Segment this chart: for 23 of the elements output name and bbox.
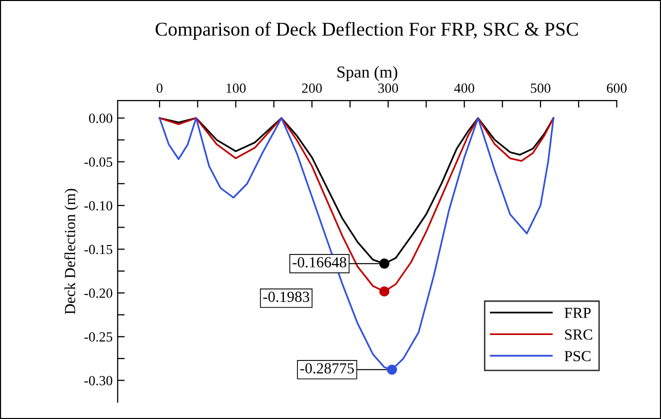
x-tick-label: 400 bbox=[454, 84, 474, 93]
x-tick-label: 200 bbox=[302, 84, 322, 93]
y-tick-label: 0.00 bbox=[89, 114, 112, 124]
y-tick-label: -0.15 bbox=[84, 244, 112, 254]
annotation: -0.16648 bbox=[292, 257, 346, 268]
x-tick-label: 300 bbox=[378, 84, 398, 93]
x-tick-label: 500 bbox=[530, 84, 550, 93]
chart-title: Comparison of Deck Deflection For FRP, SRC & PSC bbox=[156, 22, 578, 40]
y-tick-label: -0.30 bbox=[84, 376, 112, 386]
legend-label: SRC bbox=[565, 329, 592, 340]
x-tick-label: 0 bbox=[156, 84, 163, 93]
y-tick-label: -0.25 bbox=[84, 332, 112, 342]
x-axis-title: Span (m) bbox=[338, 66, 398, 82]
legend-label: FRP bbox=[564, 308, 591, 318]
legend-label: PSC bbox=[564, 350, 590, 362]
x-tick-label: 600 bbox=[606, 84, 627, 93]
y-tick-label: -0.20 bbox=[84, 288, 112, 298]
x-tick-label: 100 bbox=[226, 84, 246, 93]
y-tick-label: -0.10 bbox=[84, 201, 112, 211]
annotation: -0.28775 bbox=[300, 363, 354, 374]
y-axis-title: Deck Deflection (m) bbox=[64, 188, 78, 314]
y-tick-label: -0.05 bbox=[84, 157, 112, 167]
annotation: -0.1983 bbox=[263, 292, 310, 302]
